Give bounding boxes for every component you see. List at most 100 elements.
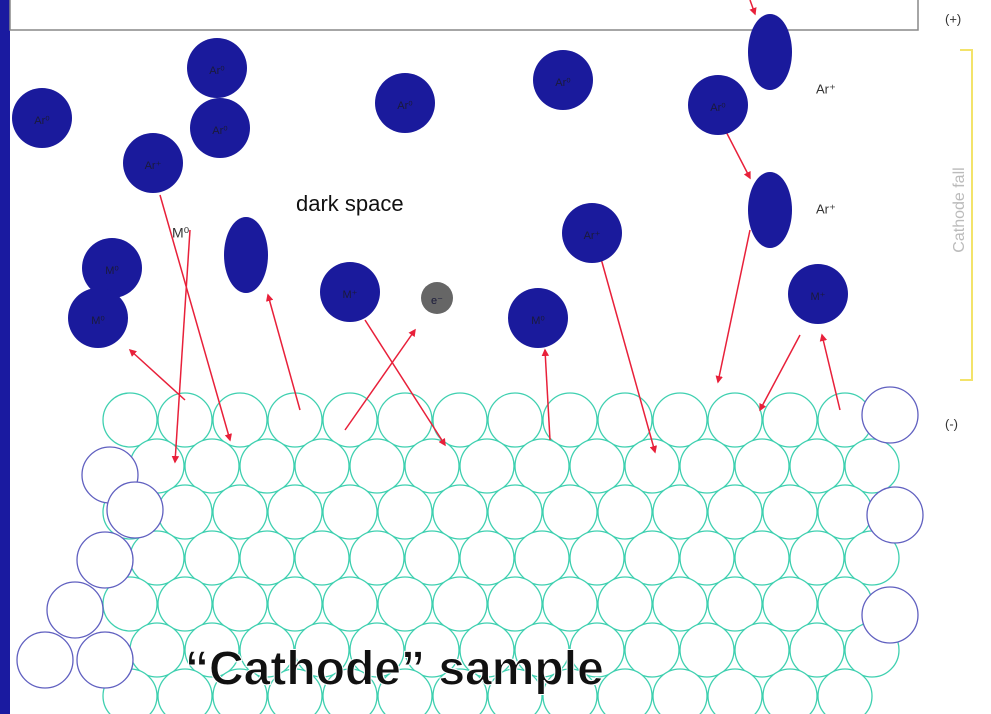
atom bbox=[185, 531, 239, 585]
atom bbox=[378, 485, 432, 539]
atom bbox=[680, 439, 734, 493]
particle-label: Ar⁰ bbox=[34, 115, 50, 127]
ion-label: Ar⁺ bbox=[816, 201, 836, 216]
dark-space-label: dark space bbox=[296, 191, 404, 216]
atom bbox=[460, 531, 514, 585]
atom bbox=[680, 531, 734, 585]
particle-label: M⁰ bbox=[531, 315, 545, 327]
atom bbox=[213, 393, 267, 447]
particles: Ar⁰Ar⁰Ar⁰Ar⁰Ar⁰Ar⁰Ar⁺M⁰M⁰M⁺e⁻M⁰Ar⁺M⁺ bbox=[12, 14, 848, 348]
particle-label: M⁺ bbox=[811, 291, 826, 303]
atom bbox=[295, 439, 349, 493]
atom bbox=[598, 393, 652, 447]
arrow bbox=[130, 350, 185, 400]
atom bbox=[158, 393, 212, 447]
atom bbox=[790, 623, 844, 677]
atom bbox=[625, 531, 679, 585]
atom bbox=[763, 577, 817, 631]
edge-atom bbox=[107, 482, 163, 538]
atom bbox=[433, 485, 487, 539]
particle-label: Ar⁰ bbox=[397, 100, 413, 112]
atom bbox=[323, 393, 377, 447]
atom bbox=[515, 531, 569, 585]
atom bbox=[708, 393, 762, 447]
atom bbox=[158, 577, 212, 631]
atom bbox=[405, 531, 459, 585]
atom bbox=[598, 485, 652, 539]
particle bbox=[748, 172, 792, 248]
particle bbox=[748, 14, 792, 90]
atom bbox=[543, 577, 597, 631]
arrow bbox=[268, 295, 300, 410]
particle-label: Ar⁰ bbox=[209, 65, 225, 77]
atom bbox=[213, 577, 267, 631]
atom bbox=[543, 485, 597, 539]
atom bbox=[598, 577, 652, 631]
atom bbox=[488, 393, 542, 447]
cathode-sign: (-) bbox=[945, 416, 958, 431]
atom bbox=[323, 485, 377, 539]
atom bbox=[268, 577, 322, 631]
atom bbox=[433, 577, 487, 631]
atom bbox=[515, 439, 569, 493]
edge-atom bbox=[862, 587, 918, 643]
left-strip bbox=[0, 0, 10, 714]
edge-atom bbox=[862, 387, 918, 443]
atom bbox=[680, 623, 734, 677]
atom bbox=[350, 439, 404, 493]
atom bbox=[350, 531, 404, 585]
atom bbox=[653, 393, 707, 447]
atom bbox=[818, 485, 872, 539]
atom bbox=[295, 531, 349, 585]
particle-label: Ar⁰ bbox=[212, 125, 228, 137]
atom bbox=[625, 623, 679, 677]
atom bbox=[240, 531, 294, 585]
atom bbox=[378, 393, 432, 447]
particle-label: M⁰ bbox=[91, 315, 105, 327]
atom bbox=[708, 577, 762, 631]
atom bbox=[763, 393, 817, 447]
atom bbox=[570, 439, 624, 493]
cathode-fall-label: Cathode fall bbox=[951, 167, 968, 252]
atom bbox=[653, 485, 707, 539]
atom bbox=[543, 393, 597, 447]
metal-label: M⁰ bbox=[172, 225, 190, 241]
particle-label: M⁺ bbox=[343, 289, 358, 301]
atom bbox=[240, 439, 294, 493]
arrow bbox=[750, 0, 755, 14]
atom bbox=[763, 485, 817, 539]
edge-atom bbox=[77, 532, 133, 588]
atom bbox=[213, 485, 267, 539]
atom bbox=[488, 577, 542, 631]
atom bbox=[268, 393, 322, 447]
particle-label: M⁰ bbox=[105, 265, 119, 277]
atom bbox=[460, 439, 514, 493]
atom bbox=[790, 531, 844, 585]
atom bbox=[790, 439, 844, 493]
particle bbox=[224, 217, 268, 293]
atom bbox=[158, 485, 212, 539]
atom bbox=[103, 393, 157, 447]
atom bbox=[570, 531, 624, 585]
particle-label: Ar⁰ bbox=[555, 77, 571, 89]
edge-atom bbox=[47, 582, 103, 638]
atom bbox=[735, 531, 789, 585]
atom bbox=[323, 577, 377, 631]
atom bbox=[130, 531, 184, 585]
atom bbox=[488, 485, 542, 539]
atom bbox=[845, 439, 899, 493]
edge-atom bbox=[867, 487, 923, 543]
atom bbox=[268, 485, 322, 539]
particle-label: Ar⁺ bbox=[145, 160, 162, 172]
edge-atom bbox=[77, 632, 133, 688]
arrow bbox=[718, 230, 750, 382]
diagram: Ar⁰Ar⁰Ar⁰Ar⁰Ar⁰Ar⁰Ar⁺M⁰M⁰M⁺e⁻M⁰Ar⁺M⁺ (+)… bbox=[0, 0, 991, 714]
atom bbox=[708, 485, 762, 539]
sample-label: “Cathode” sample bbox=[185, 643, 604, 696]
atom bbox=[653, 577, 707, 631]
atom bbox=[185, 439, 239, 493]
atom bbox=[625, 439, 679, 493]
atom bbox=[735, 623, 789, 677]
edge-atom bbox=[17, 632, 73, 688]
atom bbox=[130, 623, 184, 677]
